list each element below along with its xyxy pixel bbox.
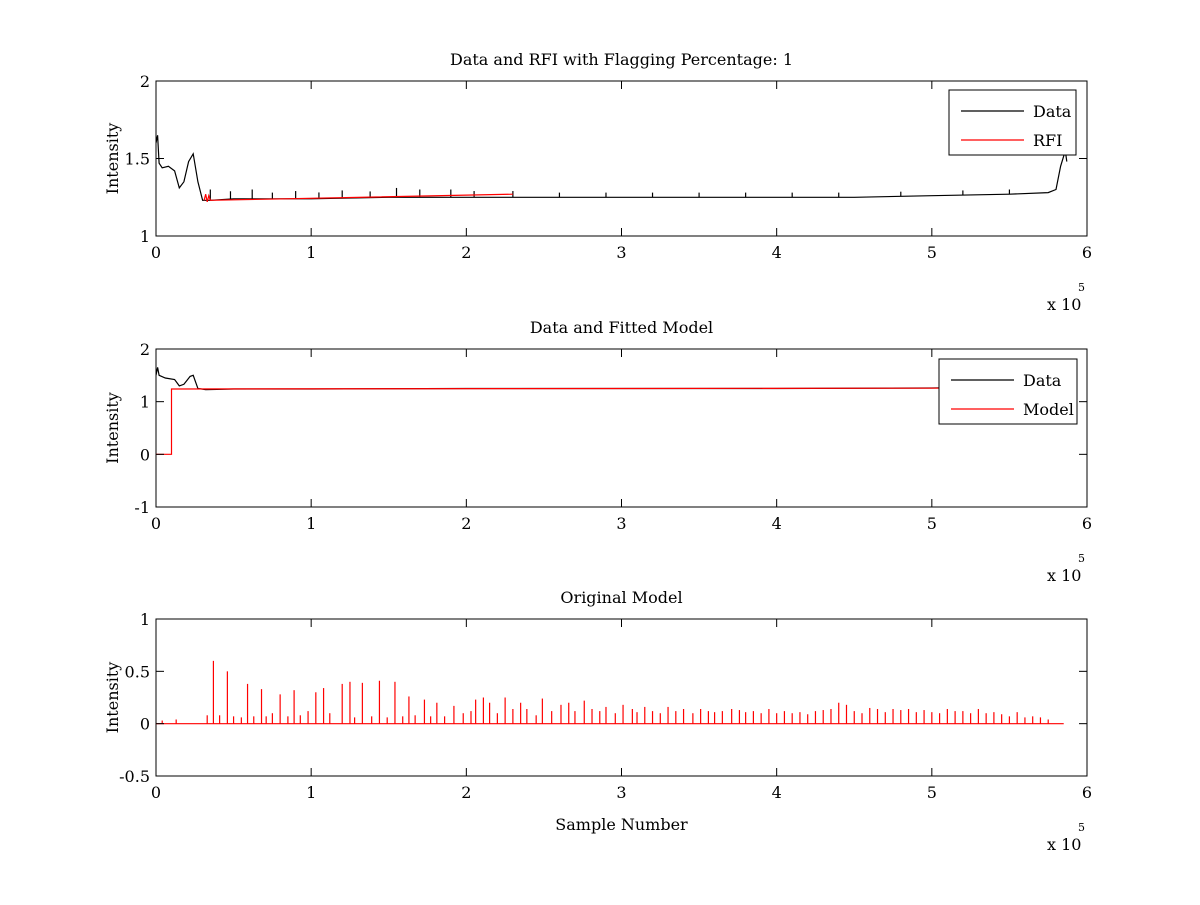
chart-title: Data and RFI with Flagging Percentage: 1 [450, 50, 793, 69]
x-tick-label: 3 [616, 783, 626, 802]
legend-box [948, 89, 1077, 156]
legend-entry-data: Data [1023, 371, 1062, 390]
x-tick-label: 5 [927, 514, 937, 533]
x-tick-label: 4 [772, 783, 782, 802]
x-multiplier-exponent: 5 [1078, 281, 1085, 294]
y-axis-label: Intensity [103, 392, 122, 464]
x-tick-label: 6 [1082, 243, 1092, 262]
y-tick-label: 0 [140, 445, 150, 464]
y-tick-label: 1 [140, 393, 150, 412]
chart-title: Data and Fitted Model [530, 318, 713, 337]
x-tick-label: 2 [461, 243, 471, 262]
x-tick-label: 6 [1082, 514, 1092, 533]
x-axis-label: Sample Number [555, 815, 688, 834]
x-multiplier-label: x 10 [1047, 835, 1081, 854]
legend-box [938, 358, 1078, 425]
x-tick-label: 4 [772, 514, 782, 533]
y-axis-label: Intensity [103, 123, 122, 195]
x-tick-label: 5 [927, 783, 937, 802]
y-tick-label: 2 [140, 72, 150, 91]
x-tick-label: 6 [1082, 783, 1092, 802]
x-multiplier-exponent: 5 [1078, 821, 1085, 834]
series-rfi-line [203, 193, 513, 203]
y-tick-label: -1 [134, 498, 150, 517]
x-tick-label: 2 [461, 783, 471, 802]
x-tick-label: 3 [616, 514, 626, 533]
chart-title: Original Model [560, 588, 682, 607]
x-multiplier-label: x 10 [1047, 295, 1081, 314]
y-tick-label: 1 [140, 610, 150, 629]
y-axis-label: Intensity [103, 662, 122, 734]
y-tick-label: 1 [140, 227, 150, 246]
x-tick-label: 0 [151, 514, 161, 533]
legend: Data RFI [948, 89, 1077, 156]
x-tick-label: 0 [151, 243, 161, 262]
legend-entry-model: Model [1023, 400, 1074, 419]
legend: Data Model [938, 358, 1078, 425]
y-tick-label: -0.5 [119, 767, 150, 786]
y-tick-label: 0.5 [125, 662, 150, 681]
x-tick-label: 3 [616, 243, 626, 262]
y-tick-label: 0 [140, 715, 150, 734]
x-tick-label: 0 [151, 783, 161, 802]
plot-area [156, 660, 1064, 725]
x-tick-label: 5 [927, 243, 937, 262]
y-tick-label: 1.5 [125, 150, 150, 169]
y-tick-label: 2 [140, 340, 150, 359]
plot-area [156, 135, 1068, 203]
x-tick-label: 1 [306, 243, 316, 262]
x-multiplier-label: x 10 [1047, 566, 1081, 585]
x-multiplier-exponent: 5 [1078, 552, 1085, 565]
x-tick-label: 1 [306, 514, 316, 533]
x-tick-label: 4 [772, 243, 782, 262]
x-tick-label: 2 [461, 514, 471, 533]
x-tick-label: 1 [306, 783, 316, 802]
legend-entry-rfi: RFI [1033, 131, 1062, 150]
legend-entry-data: Data [1033, 102, 1072, 121]
